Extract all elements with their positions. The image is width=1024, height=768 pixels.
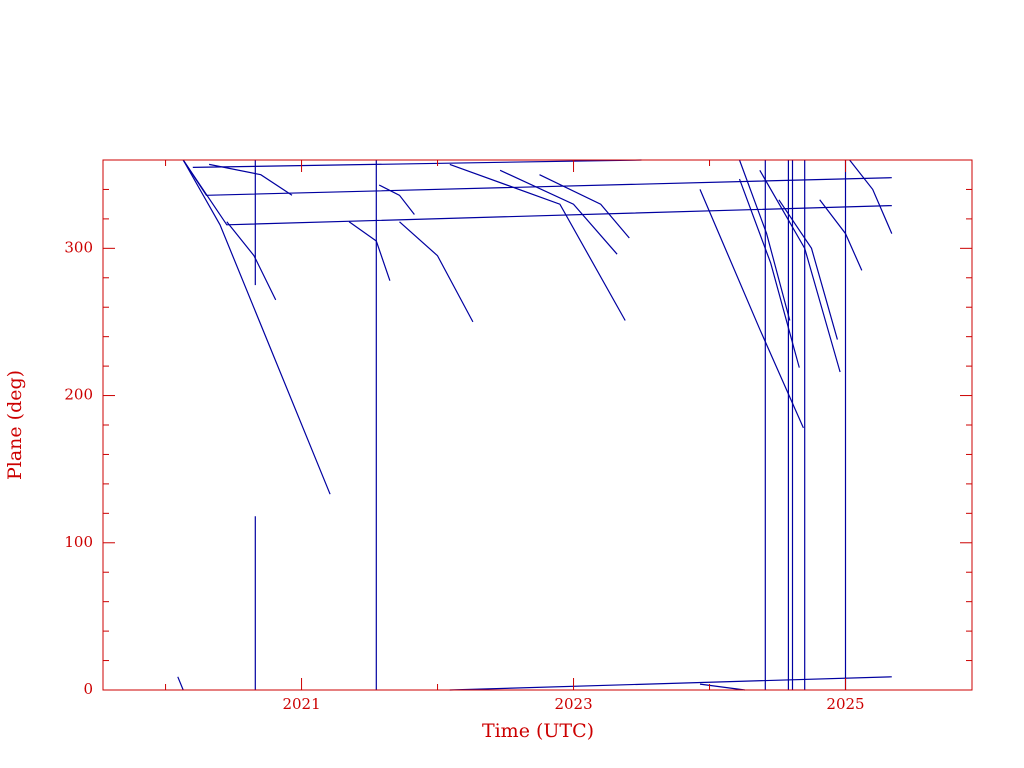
data-line <box>699 683 745 691</box>
data-line <box>449 676 892 691</box>
data-line <box>499 169 618 255</box>
plot-frame <box>102 159 973 691</box>
data-line <box>759 170 841 373</box>
data-line <box>208 163 293 196</box>
data-line <box>819 199 863 271</box>
data-line <box>399 221 474 323</box>
y-tick-label: 100 <box>64 533 93 551</box>
data-line <box>226 221 277 301</box>
x-axis-label: Time (UTC) <box>482 720 594 742</box>
y-tick-label: 300 <box>64 238 93 256</box>
data-line <box>738 159 791 321</box>
x-tick-label: 2023 <box>554 695 592 713</box>
data-line <box>778 199 838 340</box>
x-tick-label: 2025 <box>826 695 864 713</box>
data-line <box>449 163 626 321</box>
data-line <box>177 676 184 691</box>
x-tick-label: 2021 <box>282 695 320 713</box>
data-line <box>699 189 804 429</box>
data-line <box>348 221 391 281</box>
data-line <box>182 159 892 196</box>
y-tick-label: 200 <box>64 386 93 404</box>
y-tick-label: 0 <box>83 680 93 698</box>
data-line <box>738 178 800 368</box>
data-line <box>378 184 415 215</box>
y-axis-label: Plane (deg) <box>4 370 26 480</box>
data-line <box>182 159 331 495</box>
data-line <box>539 174 630 239</box>
data-line <box>192 159 642 168</box>
data-line <box>849 159 893 234</box>
